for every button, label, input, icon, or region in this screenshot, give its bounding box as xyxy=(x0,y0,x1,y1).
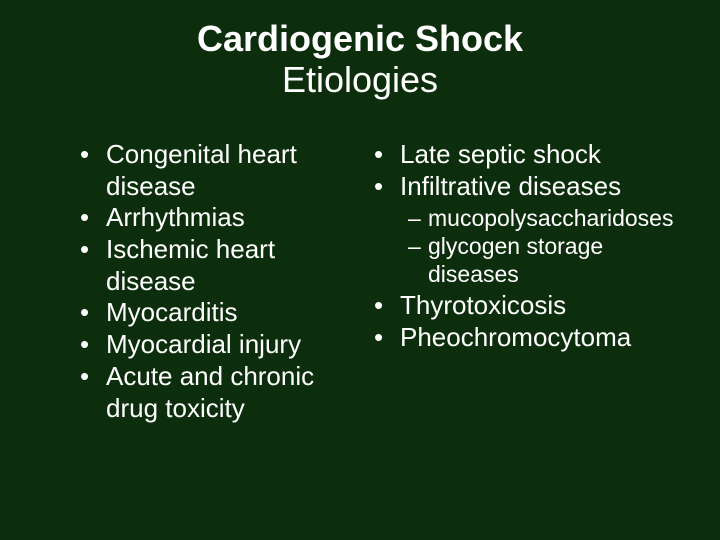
list-item-text: Pheochromocytoma xyxy=(400,322,631,352)
sub-list-item: glycogen storage diseases xyxy=(408,232,660,288)
left-list: Congenital heart disease Arrhythmias Isc… xyxy=(80,139,350,424)
list-item: Infiltrative diseases mucopolysaccharido… xyxy=(374,171,660,289)
sub-list-item-text: mucopolysaccharidoses xyxy=(428,205,673,231)
list-item-text: Myocardial injury xyxy=(106,329,301,359)
content-columns: Congenital heart disease Arrhythmias Isc… xyxy=(40,139,680,424)
list-item: Arrhythmias xyxy=(80,202,350,234)
list-item-text: Thyrotoxicosis xyxy=(400,290,566,320)
list-item: Congenital heart disease xyxy=(80,139,350,202)
list-item-text: Congenital heart disease xyxy=(106,139,297,201)
left-column: Congenital heart disease Arrhythmias Isc… xyxy=(40,139,360,424)
list-item-text: Arrhythmias xyxy=(106,202,245,232)
list-item: Acute and chronic drug toxicity xyxy=(80,361,350,424)
list-item: Pheochromocytoma xyxy=(374,322,660,354)
list-item: Myocardial injury xyxy=(80,329,350,361)
list-item: Ischemic heart disease xyxy=(80,234,350,297)
list-item-text: Myocarditis xyxy=(106,297,237,327)
slide-title: Cardiogenic Shock Etiologies xyxy=(40,18,680,101)
list-item: Myocarditis xyxy=(80,297,350,329)
slide: Cardiogenic Shock Etiologies Congenital … xyxy=(0,0,720,540)
sub-list: mucopolysaccharidoses glycogen storage d… xyxy=(400,204,660,288)
list-item-text: Infiltrative diseases xyxy=(400,171,621,201)
right-column: Late septic shock Infiltrative diseases … xyxy=(360,139,680,424)
sub-list-item-text: glycogen storage diseases xyxy=(428,233,603,287)
title-line-2: Etiologies xyxy=(40,59,680,100)
list-item-text: Late septic shock xyxy=(400,139,601,169)
list-item-text: Acute and chronic drug toxicity xyxy=(106,361,314,423)
list-item-text: Ischemic heart disease xyxy=(106,234,275,296)
sub-list-item: mucopolysaccharidoses xyxy=(408,204,660,232)
list-item: Thyrotoxicosis xyxy=(374,290,660,322)
list-item: Late septic shock xyxy=(374,139,660,171)
right-list: Late septic shock Infiltrative diseases … xyxy=(374,139,660,354)
title-line-1: Cardiogenic Shock xyxy=(40,18,680,59)
